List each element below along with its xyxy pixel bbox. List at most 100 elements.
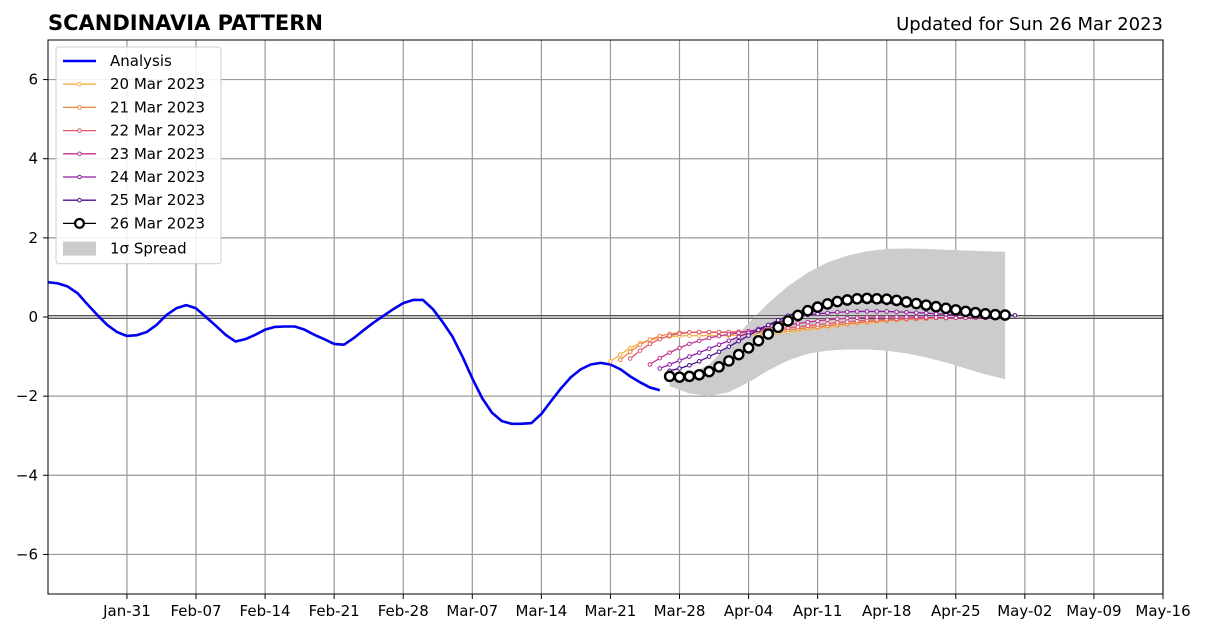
legend-swatch-marker — [77, 197, 82, 203]
chart-subtitle: Updated for Sun 26 Mar 2023 — [896, 14, 1163, 35]
forecast-point — [713, 361, 725, 373]
legend-label: 1σ Spread — [110, 240, 187, 258]
forecast-point — [647, 341, 653, 347]
forecast-point — [825, 317, 830, 323]
forecast-point — [618, 357, 623, 363]
forecast-point — [933, 315, 939, 320]
forecast-point — [880, 293, 893, 305]
forecast-point — [608, 359, 613, 364]
y-tick-label: 0 — [28, 308, 38, 326]
forecast-point — [894, 309, 899, 315]
forecast-point — [726, 338, 732, 344]
forecast-point — [999, 309, 1011, 321]
forecast-point — [677, 358, 682, 363]
forecast-point — [657, 366, 663, 371]
forecast-point — [959, 305, 972, 318]
x-tick-label: Apr-25 — [931, 602, 981, 620]
legend-swatch-marker — [73, 217, 85, 229]
forecast-point — [663, 370, 676, 383]
x-tick-label: Mar-28 — [654, 602, 706, 620]
forecast-point — [706, 346, 712, 351]
forecast-point — [914, 310, 919, 315]
forecast-point — [726, 344, 732, 349]
forecast-point — [637, 348, 643, 353]
forecast-point — [736, 330, 742, 336]
forecast-point — [742, 342, 755, 354]
forecast-point — [805, 323, 811, 329]
x-tick-label: Mar-14 — [515, 602, 567, 620]
forecast-point — [831, 295, 844, 308]
forecast-point — [732, 348, 745, 361]
forecast-point — [861, 292, 873, 305]
forecast-point — [723, 355, 735, 367]
legend-swatch-marker — [77, 174, 82, 180]
legend-label: 26 Mar 2023 — [110, 214, 205, 232]
forecast-point — [706, 354, 712, 359]
x-tick-label: Apr-11 — [793, 602, 843, 620]
forecast-point — [940, 302, 952, 315]
forecast-point — [904, 309, 909, 315]
legend-swatch-marker — [77, 151, 82, 157]
chart-title: SCANDINAVIA PATTERN — [48, 11, 323, 35]
forecast-point — [841, 294, 854, 306]
forecast-point — [854, 309, 860, 314]
forecast-point — [716, 333, 722, 339]
x-tick-label: Feb-07 — [170, 602, 221, 620]
forecast-point — [696, 329, 702, 335]
y-tick-label: −2 — [16, 387, 38, 405]
legend-swatch-marker — [77, 105, 82, 110]
forecast-point — [864, 315, 870, 320]
legend-swatch — [63, 241, 96, 256]
forecast-point — [949, 304, 962, 316]
forecast-point — [979, 308, 992, 320]
forecast-point — [910, 297, 923, 310]
forecast-point — [835, 316, 840, 322]
legend-label: 21 Mar 2023 — [110, 98, 205, 116]
x-tick-label: Jan-31 — [102, 602, 151, 620]
forecast-point — [795, 324, 801, 330]
legend-box — [55, 46, 222, 265]
forecast-point — [706, 329, 712, 335]
forecast-point — [667, 350, 672, 355]
forecast-point — [736, 338, 742, 344]
forecast-point — [933, 311, 939, 317]
forecast-point — [647, 337, 653, 342]
forecast-point — [815, 322, 820, 327]
forecast-point — [792, 309, 804, 322]
forecast-point — [835, 320, 840, 325]
forecast-point — [687, 362, 692, 368]
forecast-point — [627, 356, 633, 361]
y-tick-label: −6 — [16, 545, 38, 563]
forecast-point — [647, 362, 653, 367]
forecast-point — [874, 309, 880, 314]
forecast-point — [821, 298, 834, 310]
analysis-line — [47, 280, 661, 426]
forecast-point — [890, 294, 903, 307]
x-tick-label: May-02 — [997, 602, 1052, 620]
forecast-point — [835, 309, 840, 315]
legend-label: 20 Mar 2023 — [110, 75, 205, 93]
forecast-point — [716, 342, 722, 348]
forecast-point — [756, 327, 761, 333]
x-tick-label: May-09 — [1066, 602, 1121, 620]
x-tick-label: May-16 — [1135, 602, 1190, 620]
forecast-point — [657, 336, 663, 342]
series-layer — [47, 280, 1018, 426]
forecast-point — [775, 317, 781, 323]
x-tick-label: Apr-04 — [724, 602, 774, 620]
forecast-point — [811, 301, 824, 313]
y-tick-label: 2 — [28, 229, 38, 247]
forecast-series — [663, 292, 1011, 383]
legend-swatch-marker — [77, 128, 82, 133]
y-tick-label: 4 — [28, 150, 38, 168]
forecast-point — [637, 342, 643, 348]
x-tick-label: Apr-18 — [862, 602, 912, 620]
forecast-point — [696, 359, 702, 364]
legend-label: 23 Mar 2023 — [110, 145, 205, 163]
forecast-point — [627, 349, 633, 355]
forecast-point — [900, 296, 913, 308]
forecast-point — [795, 321, 801, 326]
forecast-point — [706, 335, 712, 341]
forecast-point — [683, 370, 696, 383]
